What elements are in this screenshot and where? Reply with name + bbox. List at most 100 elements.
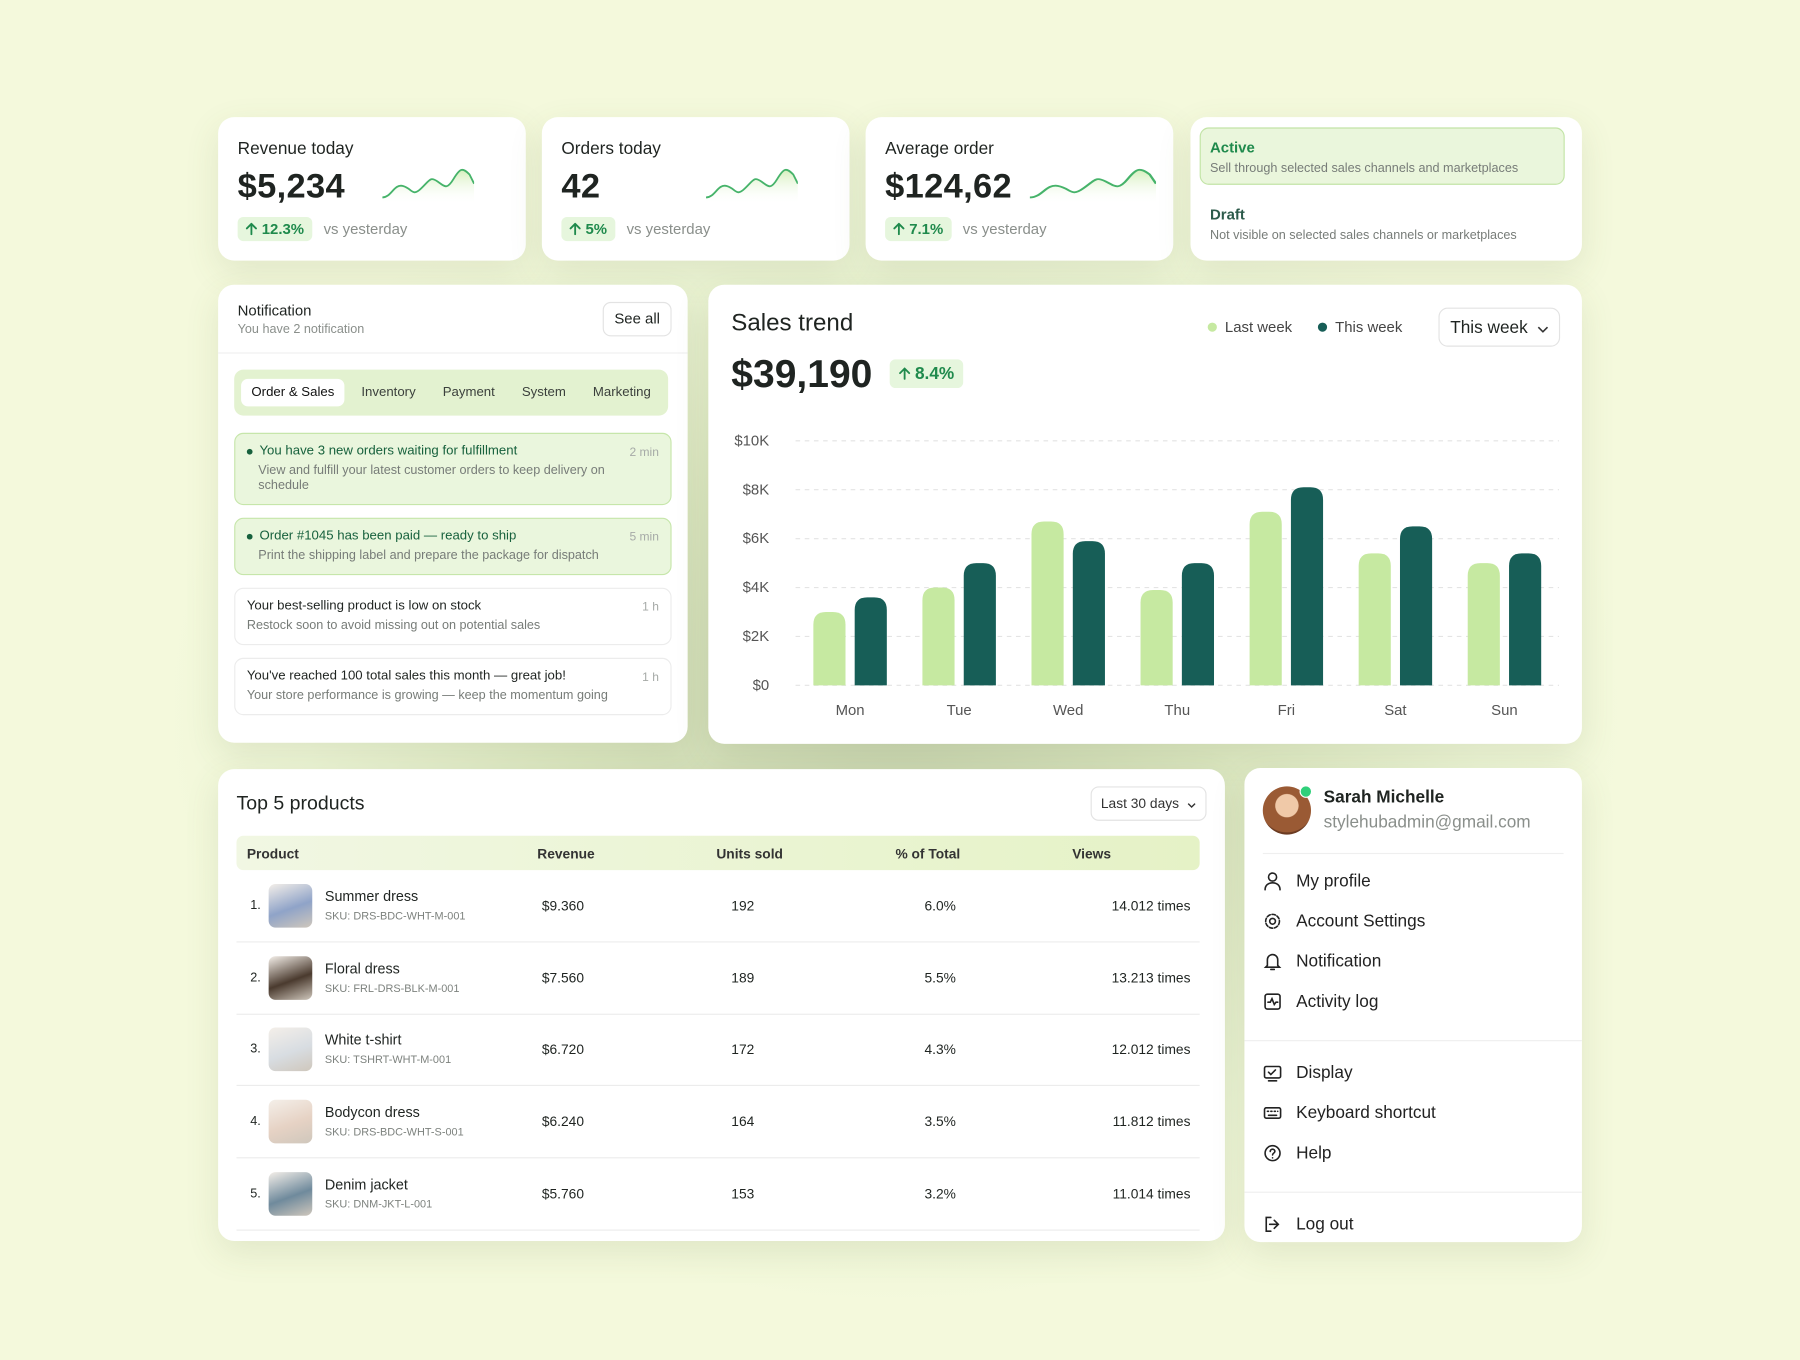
product-name: Bodycon dress	[324, 1104, 420, 1121]
product-info: White t-shirt SKU: TSHRT-WHT-M-001	[325, 1033, 451, 1067]
column-header: Product	[246, 846, 299, 863]
notification-subtitle: You have 2 notification	[237, 322, 365, 337]
status-title: Draft	[1209, 205, 1245, 223]
menu-item[interactable]: Log out	[1263, 1215, 1354, 1234]
revenue: $9.360	[541, 897, 584, 914]
rank: 2.	[250, 970, 261, 985]
profile-email: stylehubadmin@gmail.com	[1323, 812, 1531, 833]
share-of-total: 4.3%	[924, 1041, 956, 1058]
rank: 1.	[250, 898, 261, 913]
column-header: Views	[1072, 846, 1112, 863]
kpi-value: $124,62	[885, 167, 1013, 206]
change-value: 8.4%	[914, 363, 955, 384]
chevron	[1187, 796, 1196, 812]
views: 13.213 times	[1111, 969, 1191, 986]
menu-icon	[1264, 913, 1281, 929]
arrow-icon	[569, 222, 581, 236]
bar	[963, 563, 996, 686]
kpi-label: Orders today	[561, 138, 661, 159]
menu-item[interactable]: Keyboard shortcut	[1263, 1103, 1436, 1123]
arrow-icon	[899, 367, 911, 380]
y-tick-label: $6K	[743, 530, 770, 547]
legend-item: This week	[1317, 317, 1403, 336]
legend-swatch	[1317, 322, 1328, 332]
chevron	[1537, 317, 1548, 337]
menu-label: Notification	[1296, 951, 1382, 972]
menu-label: Activity log	[1296, 991, 1379, 1012]
tab[interactable]: Payment	[442, 385, 495, 400]
tab[interactable]: System	[521, 385, 566, 400]
kpi-label: Average order	[885, 138, 994, 159]
menu-label: Keyboard shortcut	[1296, 1103, 1436, 1123]
see-all-button[interactable]: See all	[602, 301, 672, 337]
change-pill: 12.3%	[237, 216, 313, 242]
menu-label: Display	[1296, 1063, 1353, 1083]
kpi-card: Average order $124,62 7.1% vs yesterday	[865, 117, 1174, 261]
share-of-total: 5.5%	[924, 969, 956, 986]
kpi-card: Orders today 42 5% vs yesterday	[541, 117, 850, 261]
x-tick-label: Sat	[1384, 702, 1407, 719]
rank: 4.	[250, 1114, 261, 1129]
notification-item-text: Your best-selling product is low on stoc…	[246, 599, 482, 614]
tab[interactable]: Inventory	[361, 385, 416, 400]
menu-icon	[1265, 1216, 1280, 1233]
menu-item[interactable]: Notification	[1263, 951, 1382, 972]
menu-item[interactable]: My profile	[1263, 871, 1371, 891]
notification-item[interactable]: You have 3 new orders waiting for fulfil…	[234, 432, 672, 506]
product-thumbnail	[268, 955, 313, 1000]
chart-headline: $39,190	[731, 352, 873, 397]
product-info: Denim jacket SKU: DNM-JKT-L-001	[325, 1176, 432, 1210]
bar	[922, 587, 955, 686]
notification-item-text: You have 3 new orders waiting for fulfil…	[259, 444, 518, 459]
product-sku: SKU: DNM-JKT-L-001	[324, 1198, 433, 1211]
column-header: % of Total	[895, 846, 961, 863]
notification-item[interactable]: You've reached 100 total sales this mont…	[234, 657, 672, 716]
notification-item-text: You've reached 100 total sales this mont…	[246, 669, 566, 684]
bar	[1290, 487, 1324, 686]
bar	[1181, 563, 1215, 686]
menu-item[interactable]: Help	[1263, 1143, 1332, 1163]
sales-trend-card: Sales trend $39,190 8.4% Last week This week…	[708, 284, 1582, 744]
notification-item-title: Order #1045 has been paid — ready to shi…	[246, 529, 659, 543]
x-tick-label: Mon	[836, 702, 865, 719]
notification-time: 1 h	[642, 670, 659, 685]
column-header: Units sold	[716, 846, 783, 863]
profile-name: Sarah Michelle	[1323, 787, 1445, 808]
views: 12.012 times	[1111, 1041, 1191, 1058]
legend-item: Last week	[1207, 318, 1292, 335]
table-row: 5. Denim jacket SKU: DNM-JKT-L-001 $5.760 15…	[236, 1158, 1200, 1231]
tab[interactable]: Marketing	[592, 385, 651, 400]
legend-label: This week	[1335, 317, 1403, 336]
menu-item[interactable]: Activity log	[1263, 991, 1379, 1012]
bar	[1358, 553, 1391, 686]
product-thumbnail	[268, 883, 313, 928]
notification-item[interactable]: Your best-selling product is low on stoc…	[234, 587, 672, 646]
arrow-icon	[245, 222, 257, 236]
menu-icon	[1263, 1107, 1282, 1119]
bar	[1467, 563, 1500, 686]
period-dropdown[interactable]: This week	[1438, 307, 1561, 347]
product-thumbnail	[268, 1171, 313, 1216]
tab[interactable]: Order & Sales	[241, 378, 345, 407]
comparison-note: vs yesterday	[323, 220, 408, 238]
menu-label: My profile	[1296, 871, 1371, 891]
period-label: Last 30 days	[1100, 795, 1180, 812]
chevron-icon	[1187, 803, 1196, 809]
chart-title: Sales trend	[731, 309, 854, 337]
bar	[1072, 541, 1105, 686]
notification-item[interactable]: Order #1045 has been paid — ready to shi…	[234, 517, 672, 576]
x-tick-label: Thu	[1164, 702, 1190, 719]
divider	[1244, 1191, 1582, 1193]
menu-item[interactable]: Display	[1263, 1063, 1353, 1083]
kpi-value: $5,234	[237, 167, 346, 206]
menu-item[interactable]: Account Settings	[1263, 912, 1425, 931]
period-dropdown[interactable]: Last 30 days	[1090, 786, 1207, 821]
period-label: This week	[1450, 317, 1528, 337]
bar	[1140, 589, 1173, 686]
bar	[1399, 526, 1433, 686]
revenue: $7.560	[541, 969, 584, 986]
change-pill: 5%	[561, 216, 616, 242]
y-tick-label: $10K	[734, 432, 769, 449]
status-option[interactable]: Active Sell through selected sales channe…	[1199, 127, 1565, 185]
status-option[interactable]: Draft Not visible on selected sales chann…	[1200, 194, 1565, 251]
